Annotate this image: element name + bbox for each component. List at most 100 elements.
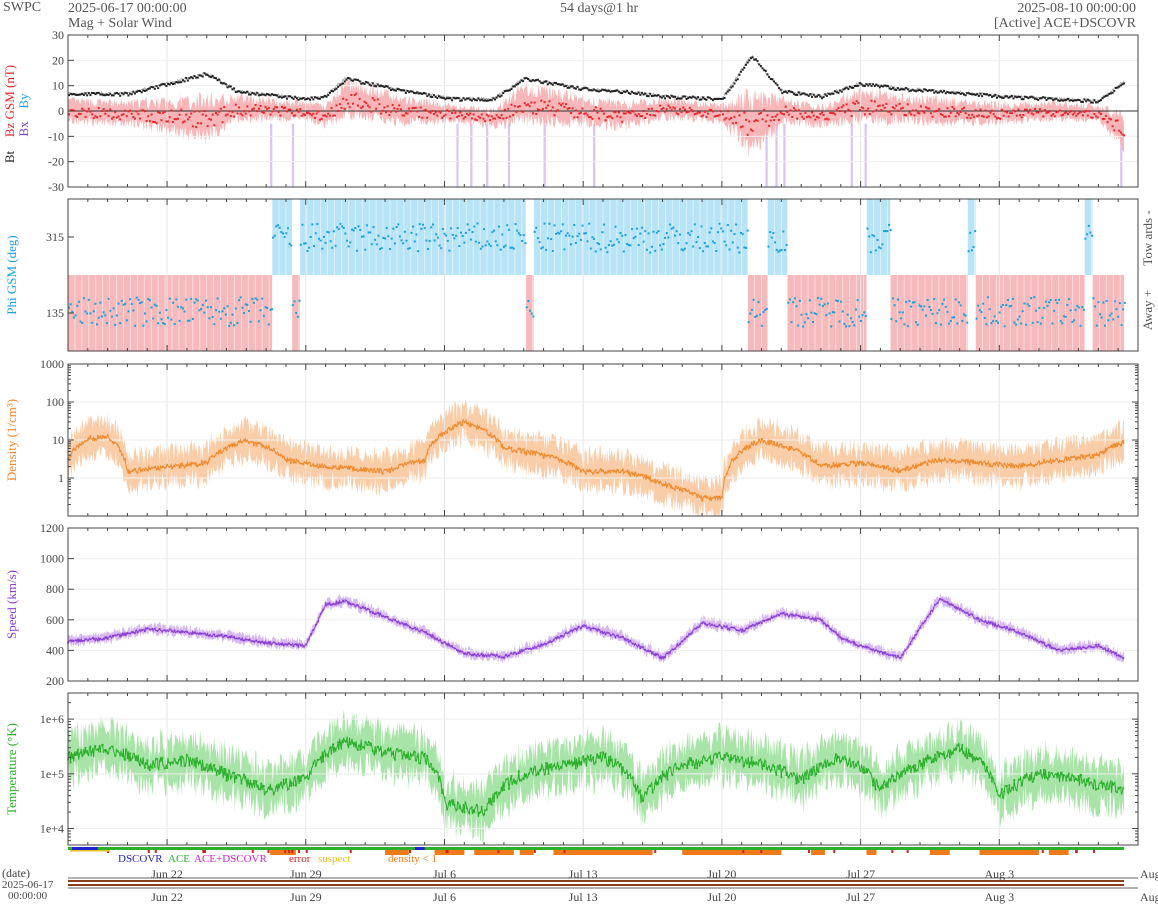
bt-point	[553, 82, 556, 85]
bz-point	[948, 115, 951, 118]
phi-point	[369, 231, 372, 234]
phi-point	[224, 313, 227, 316]
bz-point	[180, 108, 183, 111]
bt-point	[320, 96, 323, 99]
temperature-point	[629, 773, 632, 776]
bt-point	[464, 98, 467, 101]
bz-point	[576, 116, 579, 119]
speed-point	[292, 645, 295, 648]
bt-point	[322, 96, 325, 99]
bt-point	[487, 99, 490, 102]
speed-point	[820, 618, 822, 621]
phi-point	[1020, 322, 1023, 325]
speed-point	[327, 602, 330, 605]
temperature-point	[951, 751, 954, 754]
speed-point	[944, 600, 946, 603]
bx-dropout-band	[593, 123, 596, 187]
speed-point	[119, 635, 122, 638]
speed-point	[332, 603, 335, 606]
density-point	[971, 459, 974, 462]
bz-point	[1080, 110, 1083, 113]
bt-point	[829, 93, 832, 96]
density-point	[602, 469, 604, 472]
density-range-band	[68, 400, 1124, 516]
density-point	[721, 496, 723, 499]
speed-point	[805, 617, 808, 619]
speed-point	[1030, 637, 1033, 639]
temperature-point	[250, 783, 253, 785]
bt-point	[335, 87, 338, 90]
speed-point	[458, 650, 461, 653]
density-point	[158, 468, 161, 471]
density-point	[750, 441, 753, 444]
bz-point	[1100, 113, 1103, 116]
density-point	[688, 492, 691, 494]
phi-point	[657, 230, 660, 233]
bz-point	[231, 110, 234, 113]
bt-point	[261, 93, 264, 96]
bt-point	[259, 94, 262, 97]
temperature-point	[287, 788, 290, 791]
bz-point	[1109, 118, 1112, 121]
speed-point	[607, 631, 609, 634]
phi-point	[87, 298, 90, 301]
bz-point	[849, 109, 852, 112]
bt-point	[132, 90, 135, 93]
bz-point	[690, 108, 693, 111]
temperature-point	[1112, 783, 1115, 786]
density-point	[1010, 462, 1013, 465]
bt-point	[271, 93, 274, 96]
bz-point	[801, 115, 804, 118]
speed-point	[1067, 648, 1070, 651]
bz-point	[926, 107, 929, 110]
phi-point	[946, 310, 949, 313]
bt-point	[579, 88, 582, 91]
temperature-point	[768, 765, 770, 768]
bz-point	[769, 119, 772, 122]
phi-point	[443, 232, 446, 235]
temperature-point	[205, 763, 208, 766]
bz-point	[322, 114, 325, 117]
density-point	[495, 440, 498, 443]
speed-point	[314, 623, 317, 626]
phi-point	[951, 316, 954, 319]
bt-point	[763, 69, 766, 72]
density-point	[151, 466, 154, 469]
density-point	[713, 496, 716, 498]
phi-point	[736, 246, 739, 249]
error-mark	[287, 850, 290, 853]
phi-point	[622, 250, 625, 253]
bz-point	[989, 111, 992, 114]
phi-point	[329, 240, 332, 243]
bz-point	[594, 106, 597, 109]
temperature-point	[594, 761, 597, 764]
bz-point	[79, 112, 82, 115]
phi-point	[900, 317, 903, 320]
phi-point	[616, 238, 619, 241]
density-point	[307, 462, 310, 465]
temperature-point	[116, 750, 119, 753]
bt-point	[252, 92, 255, 95]
temperature-point	[847, 763, 850, 765]
bz-point	[705, 115, 708, 118]
phi-point	[109, 309, 112, 312]
phi-point	[1011, 297, 1014, 300]
bt-point	[262, 93, 265, 96]
phi-point	[203, 311, 206, 314]
bz-point	[967, 114, 970, 117]
phi-point	[782, 230, 785, 233]
temperature-point	[934, 753, 936, 756]
phi-point	[402, 242, 405, 245]
bz-point	[852, 101, 855, 104]
phi-point	[99, 301, 102, 304]
temperature-point	[713, 753, 716, 756]
bt-point	[670, 94, 673, 97]
bz-point	[626, 110, 629, 113]
temperature-point	[406, 756, 409, 759]
density-point	[1095, 454, 1097, 456]
density-point	[404, 462, 406, 465]
bz-point	[343, 107, 346, 110]
bt-point	[114, 92, 117, 95]
bt-point	[906, 88, 909, 91]
phi-point	[591, 236, 594, 239]
